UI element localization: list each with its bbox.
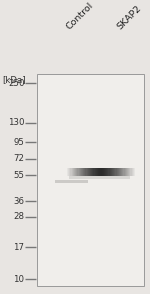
Bar	[96, 168, 97, 176]
Bar	[130, 168, 132, 176]
Bar	[103, 168, 104, 176]
Text: 95: 95	[14, 138, 24, 147]
Text: 250: 250	[8, 78, 24, 88]
Bar	[106, 168, 107, 176]
Bar	[83, 168, 84, 176]
Bar	[113, 168, 114, 176]
Bar	[82, 168, 83, 176]
Bar	[80, 168, 81, 176]
Bar	[121, 168, 122, 176]
Bar	[104, 168, 105, 176]
Bar	[90, 168, 91, 176]
Bar	[126, 168, 127, 176]
Bar	[98, 168, 99, 176]
Text: Control: Control	[65, 1, 96, 31]
Bar	[108, 168, 110, 176]
Bar	[69, 176, 130, 179]
Bar	[87, 168, 88, 176]
Text: 55: 55	[14, 171, 24, 180]
Bar	[93, 168, 95, 176]
Bar	[129, 168, 130, 176]
Bar	[84, 168, 86, 176]
Bar	[77, 168, 78, 176]
Text: 10: 10	[14, 275, 24, 284]
Bar	[123, 168, 125, 176]
Bar	[127, 168, 128, 176]
Bar	[76, 168, 77, 176]
Bar	[120, 168, 121, 176]
Bar	[110, 168, 111, 176]
Bar	[67, 168, 68, 176]
Bar	[100, 168, 102, 176]
Bar	[69, 168, 70, 176]
Bar	[114, 168, 115, 176]
Bar	[112, 168, 113, 176]
Bar	[73, 168, 74, 176]
Bar	[97, 168, 98, 176]
Bar	[118, 168, 119, 176]
Bar	[134, 168, 135, 176]
Bar	[105, 168, 106, 176]
Bar	[133, 168, 134, 176]
Bar	[115, 168, 117, 176]
Bar	[88, 168, 89, 176]
Bar	[111, 168, 112, 176]
Bar	[55, 180, 88, 183]
Text: 36: 36	[14, 197, 24, 206]
Text: [kDa]: [kDa]	[2, 75, 26, 84]
Bar	[70, 168, 72, 176]
Bar	[99, 168, 100, 176]
Text: 130: 130	[8, 118, 24, 127]
Bar	[75, 168, 76, 176]
Bar	[95, 168, 96, 176]
Bar	[122, 168, 123, 176]
Bar	[132, 168, 133, 176]
Bar	[85, 168, 87, 176]
Bar	[81, 168, 82, 176]
Bar	[107, 168, 108, 176]
Text: SKAP2: SKAP2	[116, 4, 144, 31]
Bar	[72, 168, 73, 176]
Bar	[89, 168, 90, 176]
Bar	[66, 168, 67, 176]
Bar	[119, 168, 120, 176]
Bar	[37, 74, 144, 286]
Bar	[128, 168, 129, 176]
Bar	[68, 168, 69, 176]
Bar	[74, 168, 75, 176]
Bar	[102, 168, 103, 176]
Bar	[91, 168, 92, 176]
Text: 17: 17	[14, 243, 24, 252]
Bar	[117, 168, 118, 176]
Text: 72: 72	[14, 154, 24, 163]
Bar	[78, 168, 80, 176]
Text: 28: 28	[14, 212, 24, 221]
Bar	[125, 168, 126, 176]
Bar	[92, 168, 93, 176]
